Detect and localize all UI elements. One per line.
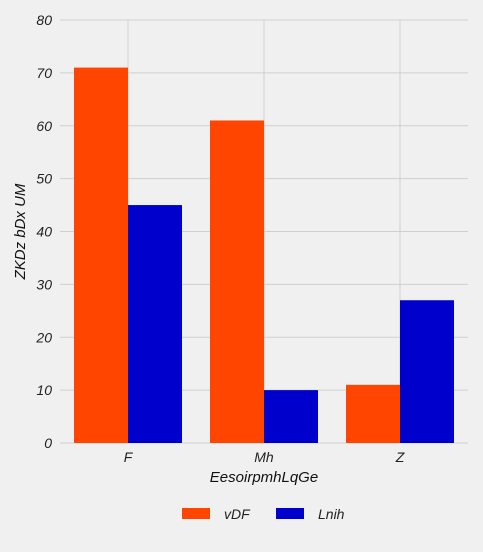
y-tick-label: 20	[35, 329, 52, 345]
y-tick-label: 10	[36, 382, 52, 398]
legend: vDF Lnih	[182, 506, 345, 522]
y-tick-label: 0	[44, 435, 52, 451]
bar-Lnih-Z	[400, 300, 454, 443]
y-tick-label: 40	[36, 224, 52, 240]
legend-swatch-Lnih	[276, 508, 304, 519]
legend-label-vDF: vDF	[224, 506, 251, 522]
x-tick-labels: F Mh Z	[124, 449, 405, 465]
y-axis-label: ZKDz bDx UM	[12, 183, 29, 280]
bar-vDF-Mh	[210, 120, 264, 444]
y-tick-labels: 0 10 20 30 40 50 60 70 80	[35, 12, 52, 451]
bar-vDF-Z	[346, 384, 400, 443]
y-tick-label: 30	[36, 276, 52, 292]
bars	[74, 67, 454, 444]
x-tick-label: Mh	[254, 449, 274, 465]
y-tick-label: 70	[36, 65, 52, 81]
x-tick-label: Z	[395, 449, 405, 465]
y-tick-label: 50	[36, 171, 52, 187]
legend-label-Lnih: Lnih	[318, 506, 345, 522]
bar-Lnih-F	[128, 205, 182, 443]
y-tick-label: 80	[36, 12, 52, 28]
y-tick-label: 60	[36, 118, 52, 134]
bar-Lnih-Mh	[264, 390, 318, 443]
legend-swatch-vDF	[182, 508, 210, 519]
x-tick-label: F	[124, 449, 134, 465]
bar-vDF-F	[74, 67, 128, 444]
x-axis-label: EesoirpmhLqGe	[210, 469, 318, 486]
